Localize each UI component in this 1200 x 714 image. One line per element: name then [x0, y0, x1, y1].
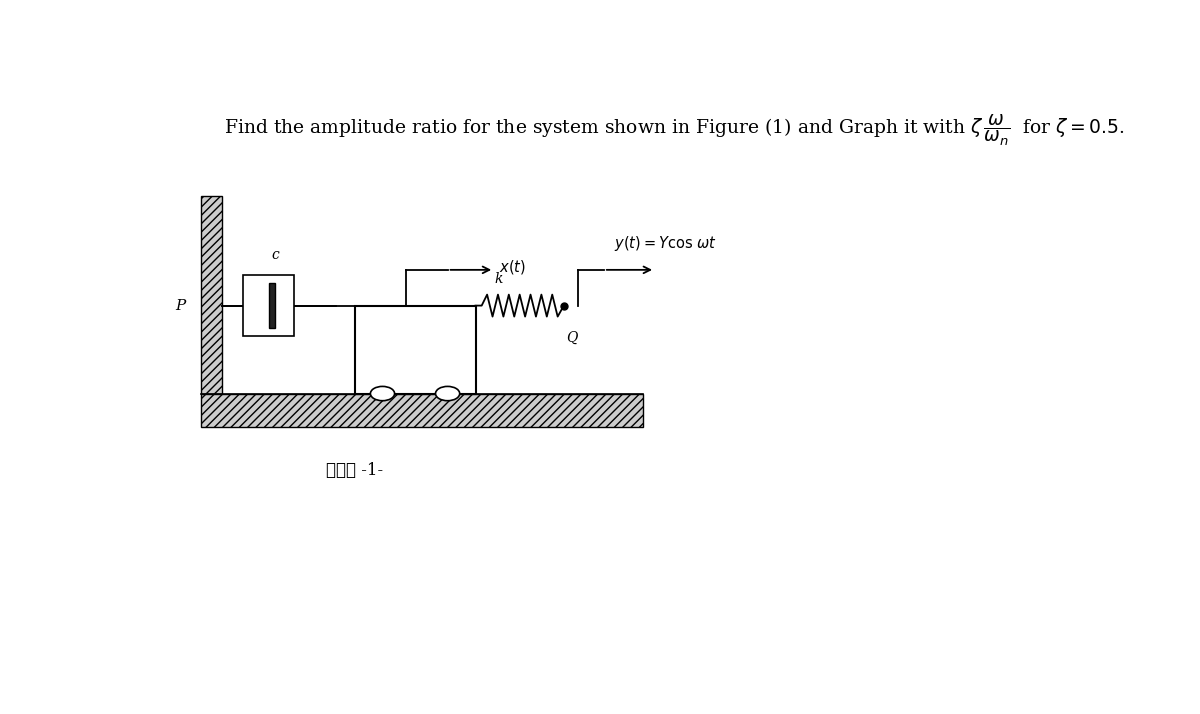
Text: k: k [494, 272, 503, 286]
Circle shape [436, 386, 460, 401]
Text: $x(t)$: $x(t)$ [499, 258, 526, 276]
Text: شكل -1-: شكل -1- [326, 462, 383, 479]
Text: Find the amplitude ratio for the system shown in Figure (1) and Graph it with $\: Find the amplitude ratio for the system … [224, 113, 1126, 149]
Text: c: c [271, 248, 280, 261]
Text: m: m [407, 341, 422, 358]
Text: Q: Q [566, 331, 578, 344]
Text: P: P [175, 298, 185, 313]
Bar [202, 393, 643, 426]
Bar [202, 196, 222, 393]
Circle shape [371, 386, 395, 401]
Bar [355, 306, 475, 393]
Bar [242, 276, 294, 336]
Bar [269, 283, 275, 328]
Text: $y(t) = Y\cos\,\omega t$: $y(t) = Y\cos\,\omega t$ [614, 234, 716, 253]
